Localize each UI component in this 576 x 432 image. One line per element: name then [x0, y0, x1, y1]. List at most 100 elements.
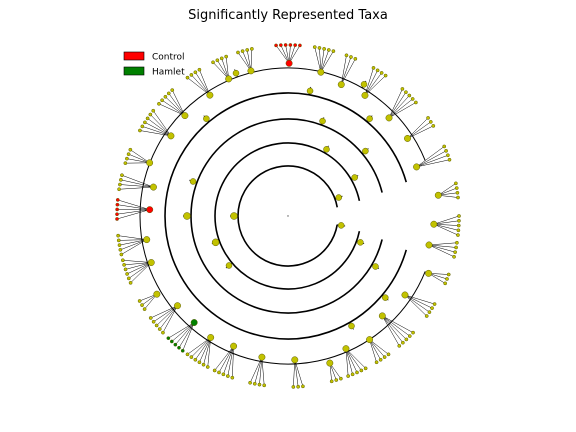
taxon-node — [366, 336, 373, 344]
leaf-node — [160, 98, 164, 103]
node-layer — [115, 43, 461, 389]
taxon-node — [348, 322, 355, 330]
leaf-node — [118, 182, 122, 187]
leaf-branch — [153, 305, 178, 322]
leaf-node — [166, 91, 171, 96]
leaf-node — [169, 339, 174, 344]
leaf-node — [170, 88, 175, 92]
taxon-node — [211, 238, 220, 247]
leaf-node — [426, 116, 430, 120]
leaf-branch — [207, 337, 211, 368]
leaf-node — [115, 198, 120, 202]
leaf-branch — [118, 235, 147, 240]
leaf-node — [445, 277, 449, 281]
leaf-node — [138, 128, 142, 133]
leaf-node — [379, 71, 384, 75]
leaf-node — [148, 112, 153, 117]
leaf-node — [118, 247, 123, 252]
taxon-node — [372, 263, 379, 270]
taxon-node — [143, 236, 151, 244]
leaf-node — [120, 173, 124, 178]
leaf-node — [180, 348, 185, 353]
leaf-branch — [382, 315, 400, 346]
leaf-node — [301, 384, 305, 389]
leaf-node — [126, 276, 131, 281]
leaf-node — [166, 336, 171, 341]
leaf-branch — [320, 51, 334, 73]
leaf-branch — [429, 244, 457, 248]
taxon-node — [342, 345, 350, 353]
taxon-node — [326, 359, 334, 367]
leaf-branch — [121, 174, 154, 188]
taxon-node — [306, 87, 314, 95]
leaf-branch — [341, 55, 347, 85]
leaf-node — [344, 53, 349, 58]
taxon-node — [225, 262, 233, 269]
leaf-branch — [416, 150, 447, 168]
leaf-node — [283, 43, 288, 47]
leaf-branch — [428, 244, 455, 258]
leaf-branch — [223, 346, 234, 375]
taxon-node — [190, 319, 198, 326]
leaf-node — [322, 47, 326, 51]
taxon-node — [146, 206, 154, 214]
leaf-branch — [428, 244, 456, 253]
taxon-node — [425, 241, 433, 249]
root-node — [287, 215, 289, 217]
leaf-node — [446, 153, 450, 158]
leaf-node — [126, 152, 131, 157]
leaf-node — [116, 233, 120, 238]
leaf-branch — [175, 322, 195, 345]
leaf-node — [312, 45, 317, 49]
taxon-node — [230, 212, 238, 220]
leaf-node — [157, 327, 162, 331]
leaf-branch — [187, 337, 211, 355]
leaf-branch — [433, 215, 460, 225]
leaf-node — [221, 372, 226, 377]
leaf-branch — [227, 346, 234, 377]
taxon-node — [434, 191, 442, 199]
leaf-node — [424, 314, 429, 318]
taxon-node — [258, 353, 266, 361]
leaf-node — [115, 217, 119, 221]
taxon-node — [385, 114, 393, 122]
leaf-node — [371, 66, 376, 70]
leaf-node — [455, 240, 459, 245]
leaf-node — [197, 360, 202, 365]
leaf-node — [215, 58, 220, 63]
branch-arc — [237, 165, 339, 267]
taxon-node — [206, 91, 214, 99]
leaf-branch — [261, 357, 265, 386]
leaf-node — [122, 263, 126, 267]
taxon-node — [351, 174, 358, 181]
leaf-branch — [214, 345, 234, 371]
leaf-branch — [364, 70, 378, 96]
leaf-node — [453, 250, 457, 254]
leaf-branch — [119, 239, 147, 246]
leaf-branch — [161, 100, 186, 116]
leaf-node — [193, 70, 198, 75]
leaf-branch — [288, 45, 301, 64]
leaf-node — [454, 245, 458, 250]
leaf-node — [125, 272, 129, 276]
leaf-branch — [117, 199, 150, 210]
leaf-node — [262, 383, 267, 388]
leaf-node — [407, 93, 412, 98]
taxon-node — [174, 302, 181, 310]
leaf-node — [298, 43, 302, 48]
legend: Control Hamlet — [123, 51, 185, 78]
leaf-node — [456, 195, 460, 200]
leaf-node — [382, 355, 387, 359]
leaf-node — [123, 161, 128, 166]
leaf-node — [349, 55, 353, 59]
taxon-node — [413, 163, 421, 171]
leaf-node — [252, 381, 257, 386]
taxon-node — [323, 146, 330, 153]
taxon-node — [153, 290, 161, 298]
leaf-branch — [320, 49, 330, 73]
leaf-branch — [119, 184, 154, 188]
leaf-node — [236, 50, 240, 55]
leaf-node — [173, 342, 178, 347]
leaf-branch — [345, 348, 358, 373]
leaf-node — [148, 316, 153, 320]
